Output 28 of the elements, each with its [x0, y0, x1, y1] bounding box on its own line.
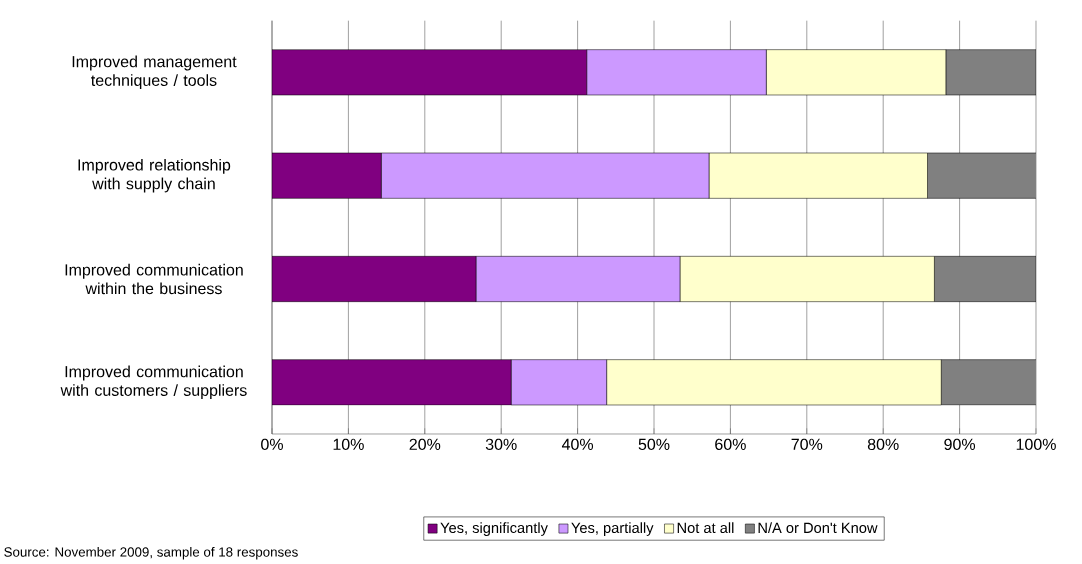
bar: [272, 152, 382, 199]
x-tick-label: 100%: [1016, 438, 1056, 451]
legend-label: Yes, significantly: [440, 522, 548, 536]
bar: [945, 49, 1036, 96]
x-tick-label: 50%: [638, 438, 670, 451]
x-tick-label: 0%: [261, 438, 283, 451]
legend-label: Yes, partially: [571, 522, 654, 536]
y-tick-label: Improved communication with customers / suppliers: [60, 365, 247, 400]
x-tick-label: 60%: [715, 438, 746, 451]
x-tick-label: 20%: [409, 438, 441, 451]
bar: [940, 359, 1036, 406]
source-note: Source: November 2009, sample of 18 responses: [4, 546, 298, 560]
legend-label: Not at all: [677, 522, 734, 534]
bar: [272, 49, 588, 96]
x-tick-label: 90%: [944, 438, 976, 451]
bar: [272, 359, 512, 406]
x-tick-label: 70%: [791, 438, 823, 451]
x-tick-label: 80%: [867, 438, 899, 451]
bar: [934, 256, 1036, 302]
y-tick-label: Improved management techniques / tools: [72, 55, 237, 90]
y-tick-label: Improved communication within the business: [65, 263, 243, 295]
bar: [272, 256, 477, 302]
y-tick-label: Improved relationship with supply chain: [78, 158, 231, 193]
x-tick-label: 10%: [333, 438, 364, 451]
x-tick-label: 30%: [485, 438, 517, 451]
x-tick-label: 40%: [561, 438, 594, 451]
bar: [927, 152, 1036, 199]
legend-label: N/A or Don't Know: [758, 522, 878, 534]
